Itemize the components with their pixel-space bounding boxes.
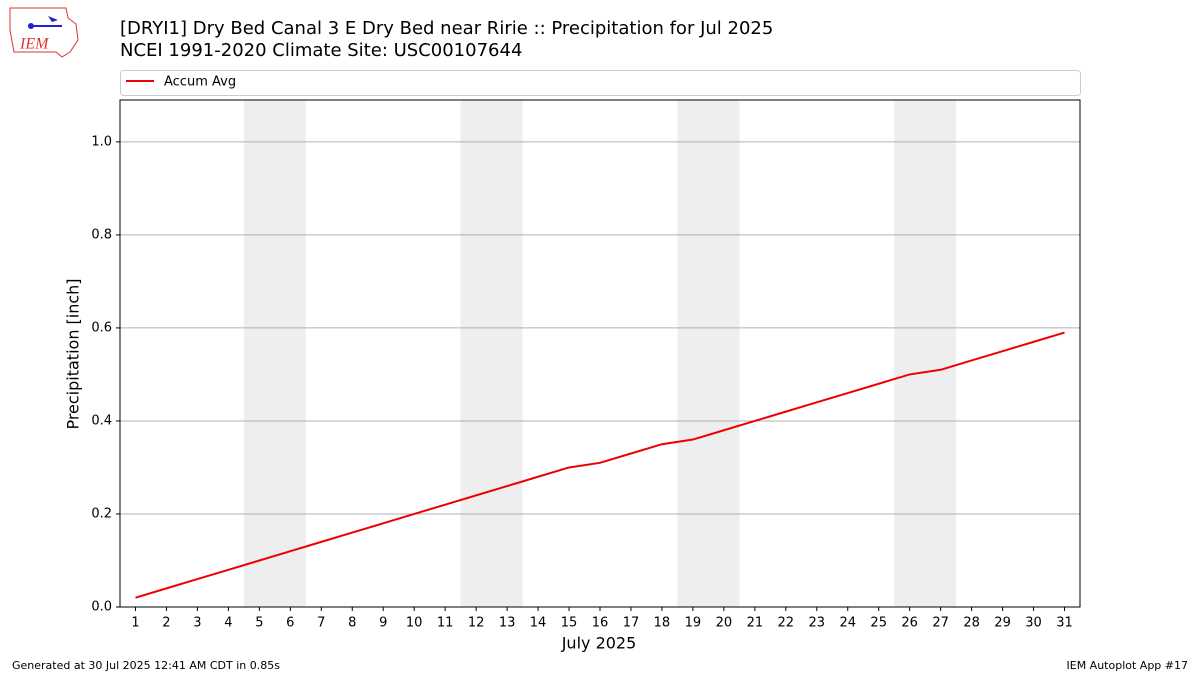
x-tick-label: 11 — [437, 616, 454, 631]
x-tick-label: 27 — [932, 616, 949, 631]
y-tick-label: 0.8 — [91, 227, 112, 242]
logo: IEM — [9, 7, 79, 58]
logo-outline — [9, 7, 79, 58]
x-tick-label: 4 — [224, 616, 232, 631]
x-tick-label: 24 — [839, 616, 856, 631]
legend-label: Accum Avg — [164, 75, 236, 90]
logo-icon — [28, 23, 34, 29]
weekend-shade — [677, 100, 740, 607]
data-line — [135, 331, 1065, 599]
x-tick-label: 15 — [561, 616, 578, 631]
footer-right: IEM Autoplot App #17 — [1067, 659, 1189, 672]
x-tick-label: 6 — [286, 616, 294, 631]
y-axis-label: Precipitation [inch] — [64, 278, 83, 429]
chart-title: [DRYI1] Dry Bed Canal 3 E Dry Bed near R… — [120, 18, 773, 39]
y-tick-label: 0.4 — [91, 413, 112, 428]
weekend-shade — [243, 100, 306, 607]
x-tick-label: 18 — [654, 616, 671, 631]
x-tick-label: 23 — [809, 616, 826, 631]
y-tick-label: 0.0 — [91, 600, 112, 615]
x-tick-label: 16 — [592, 616, 609, 631]
x-tick-label: 29 — [994, 616, 1011, 631]
x-tick-label: 26 — [901, 616, 918, 631]
x-tick-label: 7 — [317, 616, 325, 631]
weekend-shade — [460, 100, 523, 607]
logo-text: IEM — [19, 36, 50, 53]
y-tick-label: 1.0 — [91, 134, 112, 149]
x-tick-label: 14 — [530, 616, 547, 631]
x-tick-label: 8 — [348, 616, 356, 631]
x-tick-label: 1 — [131, 616, 139, 631]
x-tick-label: 31 — [1056, 616, 1073, 631]
x-tick-label: 28 — [963, 616, 980, 631]
x-tick-label: 5 — [255, 616, 263, 631]
x-tick-label: 10 — [406, 616, 423, 631]
x-tick-label: 13 — [499, 616, 516, 631]
x-tick-label: 22 — [778, 616, 795, 631]
x-axis-label: July 2025 — [561, 634, 637, 653]
x-tick-label: 21 — [747, 616, 764, 631]
x-tick-label: 2 — [162, 616, 170, 631]
x-tick-label: 17 — [623, 616, 640, 631]
x-tick-label: 25 — [870, 616, 887, 631]
x-tick-label: 3 — [193, 616, 201, 631]
plot-frame — [119, 99, 1081, 608]
x-tick-label: 9 — [379, 616, 387, 631]
chart-subtitle: NCEI 1991-2020 Climate Site: USC00107644 — [120, 40, 522, 61]
y-tick-label: 0.2 — [91, 506, 112, 521]
logo-icon — [48, 16, 58, 22]
x-tick-label: 20 — [716, 616, 733, 631]
weekend-shade — [894, 100, 957, 607]
x-tick-label: 12 — [468, 616, 485, 631]
legend-box — [120, 70, 1081, 96]
x-tick-label: 19 — [685, 616, 702, 631]
y-tick-label: 0.6 — [91, 320, 112, 335]
x-tick-label: 30 — [1025, 616, 1042, 631]
footer-left: Generated at 30 Jul 2025 12:41 AM CDT in… — [12, 659, 280, 672]
